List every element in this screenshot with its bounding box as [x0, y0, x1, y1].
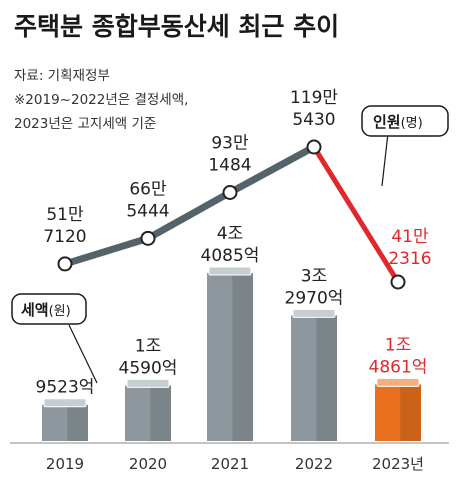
people-point — [140, 230, 156, 246]
people-line-red — [311, 144, 401, 285]
people-value-label: 93만 — [211, 134, 249, 154]
tax-bar-shade — [400, 384, 421, 441]
tax-value-label: 4조 — [217, 224, 243, 244]
people-value-label: 5430 — [292, 110, 335, 130]
people-point — [222, 185, 238, 201]
chart-title: 주택분 종합부동산세 최근 추이 — [14, 12, 339, 41]
tax-bar-cap — [376, 377, 420, 387]
tax-bar — [42, 404, 88, 441]
people-line-gray — [61, 143, 318, 268]
people-point — [306, 139, 322, 155]
tax-value-label: 9523억 — [36, 378, 95, 398]
tax-value-label: 3조 — [301, 266, 327, 286]
tax-value-label: 1조 — [385, 335, 411, 355]
tax-bar-cap — [43, 398, 87, 408]
basis-note-line1: ※2019~2022년은 결정세액, — [14, 92, 188, 108]
x-tick-label: 2020 — [129, 455, 167, 473]
people-legend-unit: (명) — [401, 116, 423, 131]
tax-legend-unit: (원) — [49, 304, 71, 319]
tax-value-label: 2970억 — [285, 288, 344, 308]
people-value-label: 66만 — [129, 179, 167, 199]
people-point — [390, 274, 406, 290]
value-labels: 9523억1조4590억4조4085억3조2970억1조4861억51만7120… — [36, 88, 432, 398]
tax-value-label: 4085억 — [201, 246, 260, 266]
people-value-label: 51만 — [46, 205, 84, 225]
people-legend-label: 인원 — [373, 113, 401, 131]
people-legend: 인원(명) — [361, 105, 449, 187]
tax-bar-shade — [232, 273, 253, 441]
tax-bar — [375, 384, 421, 441]
tax-bar — [125, 385, 171, 441]
people-legend-box — [361, 105, 449, 137]
x-tick-label: 2022 — [295, 455, 333, 473]
people-value-label: 5444 — [126, 201, 169, 221]
x-axis-ticks: 2019 2020 2021 2022 2023년 — [46, 455, 424, 473]
people-value-label: 2316 — [388, 249, 431, 269]
tax-bar — [207, 273, 253, 441]
tax-bar-cap — [208, 266, 252, 276]
tax-legend-box — [11, 293, 87, 325]
tax-bar-shade — [316, 315, 337, 441]
x-tick-label: 2019 — [46, 455, 84, 473]
tax-bar-cap — [126, 378, 170, 388]
people-point — [57, 256, 73, 272]
people-value-label: 7120 — [43, 227, 86, 247]
tax-legend-label: 세액 — [21, 301, 49, 319]
tax-bar-shade — [150, 385, 171, 441]
tax-bars — [42, 266, 421, 441]
svg-text:세액(원): 세액(원) — [21, 301, 71, 319]
source-note: 자료: 기획재정부 — [14, 68, 110, 84]
tax-value-label: 4861억 — [369, 357, 428, 377]
tax-legend: 세액(원) — [11, 293, 98, 384]
svg-text:인원(명): 인원(명) — [373, 113, 423, 131]
x-tick-label: 2023년 — [372, 455, 424, 473]
basis-note-line2: 2023년은 고지세액 기준 — [14, 116, 156, 132]
tax-value-label: 4590억 — [119, 358, 178, 378]
people-value-label: 1484 — [208, 156, 251, 176]
tax-legend-pointer — [68, 324, 98, 384]
people-line — [57, 139, 406, 290]
tax-bar-cap — [292, 308, 336, 318]
people-legend-pointer — [381, 132, 389, 187]
tax-value-label: 1조 — [135, 336, 161, 356]
tax-bar-shade — [67, 404, 88, 441]
tax-bar — [291, 315, 337, 441]
x-tick-label: 2021 — [211, 455, 249, 473]
people-value-label: 41만 — [391, 227, 429, 247]
people-value-label: 119만 — [290, 88, 338, 108]
